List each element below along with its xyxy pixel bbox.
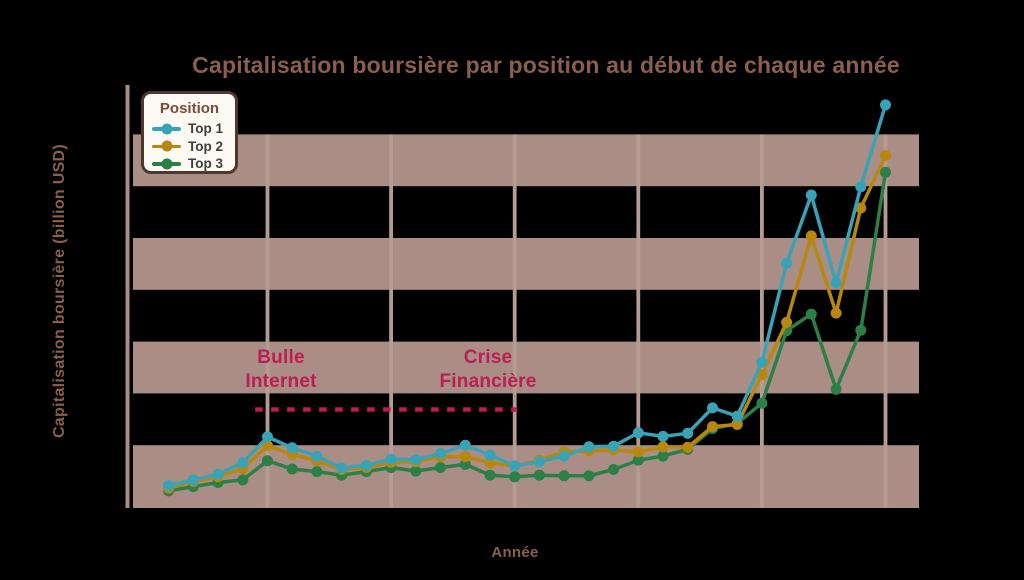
x-axis-label: Année (491, 544, 539, 561)
legend-dot-swatch (161, 140, 172, 152)
annotation-bulle-internet: Bulle Internet (245, 346, 316, 394)
legend-marker-top2 (152, 140, 181, 152)
annotation-line: Financière (439, 371, 537, 392)
legend-dot-swatch (161, 158, 172, 170)
series-top-1 (163, 99, 891, 492)
y-axis-spine (125, 85, 130, 508)
legend-item-label: Top 1 (188, 121, 223, 137)
chart-title: Capitalisation boursière par position au… (192, 52, 900, 78)
series-top-3 (163, 166, 891, 497)
y-axis-label: Capitalisation boursière (billion USD) (51, 143, 68, 439)
legend-item-label: Top 3 (188, 156, 223, 172)
annotation-line: Bulle (257, 347, 305, 368)
legend-title: Position (159, 100, 220, 117)
legend-marker-top3 (152, 158, 181, 170)
annotation-crise-financiere: Crise Financière (439, 346, 536, 394)
legend-dot-swatch (161, 123, 172, 135)
legend-item-top1: Top 1 (152, 120, 227, 138)
year-gridlines (265, 134, 888, 508)
legend-item-top3: Top 3 (152, 155, 227, 173)
legend-marker-top1 (152, 123, 181, 135)
legend-item-top2: Top 2 (152, 138, 227, 156)
annotation-line: Crise (463, 347, 513, 368)
annotation-line: Internet (245, 371, 317, 392)
legend: Position Top 1 Top 2 Top 3 (141, 91, 238, 174)
series-top-2 (163, 150, 891, 494)
legend-item-label: Top 2 (188, 138, 223, 154)
